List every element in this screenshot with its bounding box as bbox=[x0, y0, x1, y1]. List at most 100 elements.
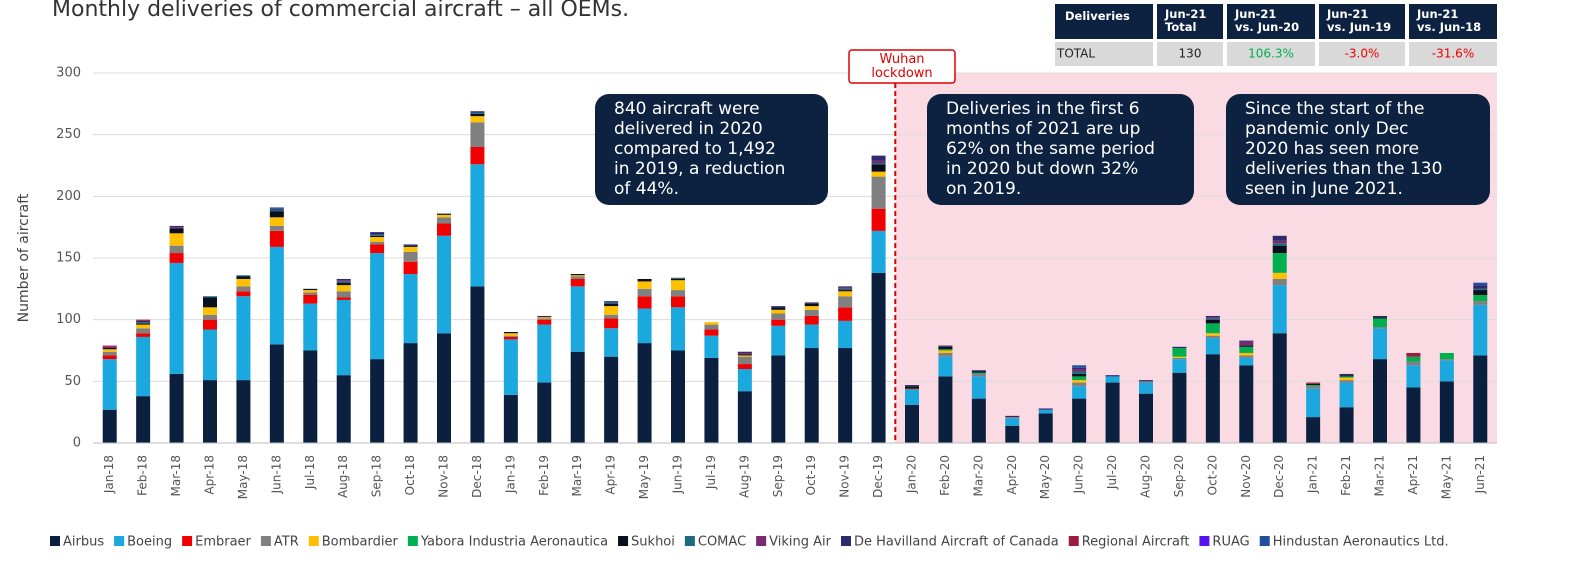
bar-segment bbox=[871, 164, 886, 172]
bar-segment bbox=[470, 112, 485, 114]
bar-segment bbox=[169, 233, 184, 246]
bar-segment bbox=[437, 214, 451, 218]
bar-segment bbox=[1473, 301, 1488, 305]
bar-segment bbox=[704, 322, 719, 325]
bar-segment bbox=[503, 394, 518, 443]
bar-segment bbox=[1373, 327, 1387, 329]
annotation-text: seen in June 2021. bbox=[1245, 179, 1403, 199]
bar-segment bbox=[771, 307, 786, 310]
bar-segment bbox=[737, 391, 752, 443]
bar-segment bbox=[169, 253, 184, 263]
x-tick-label: Nov-18 bbox=[437, 455, 451, 498]
annotation-text: 840 aircraft were bbox=[614, 99, 760, 119]
bar-segment bbox=[503, 333, 518, 336]
bar-segment bbox=[1038, 408, 1053, 410]
x-tick-label: Apr-21 bbox=[1406, 455, 1420, 495]
bar-segment bbox=[905, 386, 919, 389]
bar-segment bbox=[203, 380, 217, 443]
x-tick-label: Apr-20 bbox=[1005, 455, 1019, 495]
bar-segment bbox=[1139, 393, 1153, 443]
x-tick-label: Dec-18 bbox=[470, 455, 484, 498]
bar-segment bbox=[470, 147, 485, 165]
bar-segment bbox=[203, 296, 217, 298]
table-header: Jun-21 vs. Jun-18 bbox=[1416, 7, 1481, 34]
annotation-text: pandemic only Dec bbox=[1245, 119, 1409, 139]
event-box bbox=[848, 49, 956, 84]
legend-swatch bbox=[1068, 536, 1079, 546]
bar-segment bbox=[269, 208, 284, 210]
bar-segment bbox=[1072, 382, 1087, 387]
legend-swatch bbox=[182, 536, 193, 546]
bar-segment bbox=[704, 357, 719, 443]
bar-segment bbox=[503, 335, 518, 337]
bar-segment bbox=[336, 278, 351, 281]
legend-swatch bbox=[841, 536, 851, 546]
bar-segment bbox=[269, 207, 284, 209]
bar-segment bbox=[737, 369, 752, 392]
bar-segment bbox=[804, 348, 819, 443]
bar-segment bbox=[1239, 352, 1254, 356]
bar-segment bbox=[102, 346, 117, 349]
bar-segment bbox=[737, 356, 752, 365]
bar-segment bbox=[1239, 355, 1254, 358]
bar-segment bbox=[570, 275, 585, 277]
bar-segment bbox=[604, 303, 619, 307]
bar-segment bbox=[1139, 382, 1153, 394]
x-tick-label: Dec-20 bbox=[1272, 455, 1286, 498]
event-label-line: lockdown bbox=[871, 66, 932, 81]
table-header-cell bbox=[1055, 4, 1153, 39]
y-tick-label: 200 bbox=[56, 189, 81, 204]
bar-segment bbox=[537, 382, 552, 443]
bar-segment bbox=[737, 352, 752, 355]
annotation-text: of 44%. bbox=[614, 179, 679, 199]
bar-segment bbox=[637, 308, 652, 344]
bar-segment bbox=[604, 314, 619, 319]
bar-segment bbox=[704, 329, 719, 336]
x-tick-label: Jan-20 bbox=[905, 455, 919, 494]
legend-label: COMAC bbox=[698, 535, 746, 550]
x-tick-label: Mar-19 bbox=[570, 455, 584, 496]
table-header: Jun-21 vs. Jun-20 bbox=[1234, 7, 1299, 34]
table-header-cell bbox=[1409, 4, 1497, 39]
bar-segment bbox=[403, 274, 418, 344]
legend-label: Viking Air bbox=[769, 535, 831, 550]
bar-segment bbox=[938, 350, 953, 353]
bar-segment bbox=[269, 344, 284, 443]
x-tick-label: Nov-19 bbox=[838, 455, 852, 498]
x-tick-label: Jun-19 bbox=[671, 455, 685, 494]
bar-segment bbox=[871, 230, 886, 273]
bar-segment bbox=[1072, 371, 1087, 374]
bar-segment bbox=[838, 287, 853, 289]
bar-segment bbox=[905, 389, 919, 405]
table-header-line: Jun-21 bbox=[1234, 7, 1276, 21]
table-header-line: vs. Jun-19 bbox=[1327, 20, 1391, 34]
x-tick-label: Feb-21 bbox=[1339, 455, 1353, 496]
x-tick-label: Jan-18 bbox=[102, 455, 116, 494]
table-cell bbox=[1409, 42, 1497, 66]
bar-segment bbox=[1339, 373, 1354, 376]
bar-segment bbox=[136, 323, 151, 325]
bar-segment bbox=[1406, 365, 1421, 388]
bar-segment bbox=[169, 228, 184, 234]
bar-segment bbox=[1373, 318, 1387, 328]
bar-segment bbox=[269, 209, 284, 212]
bar-segment bbox=[1072, 367, 1087, 369]
annotation-text: compared to 1,492 bbox=[614, 139, 776, 159]
y-tick-label: 300 bbox=[56, 66, 81, 81]
bar-segment bbox=[303, 288, 318, 291]
bar-segment bbox=[1239, 357, 1254, 366]
bar-segment bbox=[737, 364, 752, 369]
bar-segment bbox=[236, 275, 251, 277]
bar-segment bbox=[1239, 340, 1254, 342]
x-tick-label: Jan-19 bbox=[503, 455, 517, 494]
bar-segment bbox=[771, 306, 786, 308]
bar-segment bbox=[971, 373, 986, 377]
bar-segment bbox=[838, 307, 853, 321]
bar-segment bbox=[169, 245, 184, 254]
bar-segment bbox=[604, 302, 619, 304]
bar-segment bbox=[503, 336, 518, 340]
bar-segment bbox=[1172, 372, 1187, 443]
bar-segment bbox=[303, 303, 318, 351]
bar-segment bbox=[1239, 341, 1254, 346]
bar-segment bbox=[1105, 382, 1120, 443]
